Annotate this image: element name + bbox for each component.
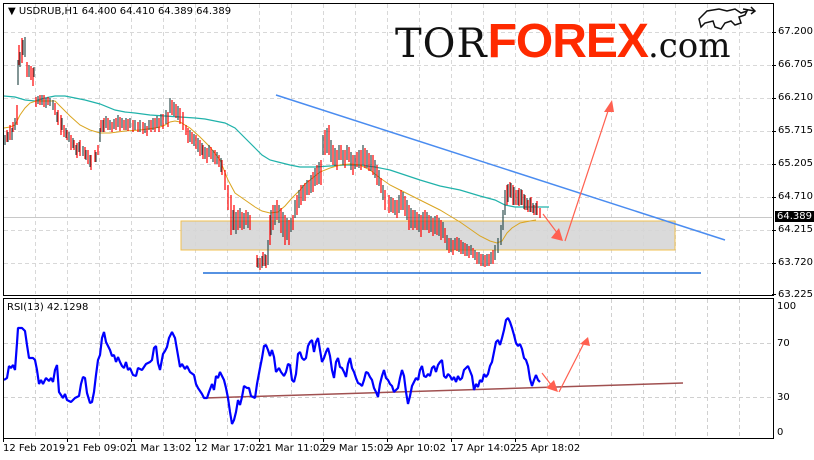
descending-trendline[interactable]: [275, 94, 726, 241]
time-tick-label: 21 Mar 11:02: [259, 443, 326, 454]
price-tick-label: 64.215: [778, 224, 813, 235]
price-tick-mark: [772, 98, 776, 99]
price-tick-mark: [772, 263, 776, 264]
rsi-tick-label: 30: [777, 392, 790, 403]
price-tick-label: 65.205: [778, 158, 813, 169]
logo-part-forex: FOREX: [487, 15, 649, 68]
logo-part-com: .com: [647, 26, 731, 66]
symbol-info-label[interactable]: ▼ USDRUB,H1 64.400 64.410 64.389 64.389: [8, 6, 232, 17]
rsi-tick-label: 100: [777, 301, 797, 312]
time-tick-label: 29 Mar 15:02: [323, 443, 390, 454]
time-tick-label: 12 Mar 17:02: [195, 443, 262, 454]
price-forecast-arrows: [542, 100, 614, 242]
consolidation-zone: [180, 220, 676, 251]
torforex-logo: TORFOREX.com: [395, 18, 731, 72]
current-price-badge: 64.389: [775, 211, 814, 222]
price-tick-mark: [772, 32, 776, 33]
price-tick-label: 65.715: [778, 125, 813, 136]
price-tick-label: 63.225: [778, 289, 813, 300]
time-tick-mark: [451, 438, 452, 442]
fast-ma-line: [4, 100, 537, 244]
time-tick-mark: [323, 438, 324, 442]
rsi-forecast-arrows: [541, 337, 590, 393]
price-tick-label: 67.200: [778, 26, 813, 37]
time-tick-label: 17 Apr 14:02: [451, 443, 517, 454]
rsi-line: [4, 317, 541, 425]
price-tick-label: 64.710: [778, 191, 813, 202]
time-tick-mark: [259, 438, 260, 442]
bull-logo-icon: [698, 6, 757, 30]
rsi-tick-label: 0: [777, 427, 784, 438]
price-tick-label: 66.210: [778, 92, 813, 103]
time-tick-label: 21 Feb 09:02: [67, 443, 133, 454]
time-tick-label: 25 Apr 18:02: [515, 443, 581, 454]
rsi-ascending-trendline[interactable]: [204, 382, 684, 399]
logo-part-tor: TOR: [395, 21, 488, 67]
time-tick-mark: [131, 438, 132, 442]
rsi-grid: [4, 299, 772, 437]
price-tick-label: 63.720: [778, 257, 813, 268]
time-tick-mark: [195, 438, 196, 442]
time-tick-mark: [3, 438, 4, 442]
rsi-tick-label: 70: [777, 338, 790, 349]
time-tick-mark: [515, 438, 516, 442]
price-tick-label: 66.705: [778, 59, 813, 70]
time-tick-label: 1 Mar 13:02: [131, 443, 192, 454]
price-tick-mark: [772, 131, 776, 132]
price-tick-mark: [772, 230, 776, 231]
price-candles: [4, 37, 541, 270]
price-tick-mark: [772, 65, 776, 66]
slow-ma-line: [4, 95, 549, 208]
price-tick-mark: [772, 294, 776, 295]
time-tick-mark: [67, 438, 68, 442]
price-tick-mark: [772, 164, 776, 165]
time-tick-label: 12 Feb 2019: [3, 443, 66, 454]
time-tick-label: 9 Apr 10:02: [387, 443, 446, 454]
rsi-title: RSI(13) 42.1298: [7, 302, 89, 313]
time-tick-mark: [387, 438, 388, 442]
price-tick-mark: [772, 197, 776, 198]
